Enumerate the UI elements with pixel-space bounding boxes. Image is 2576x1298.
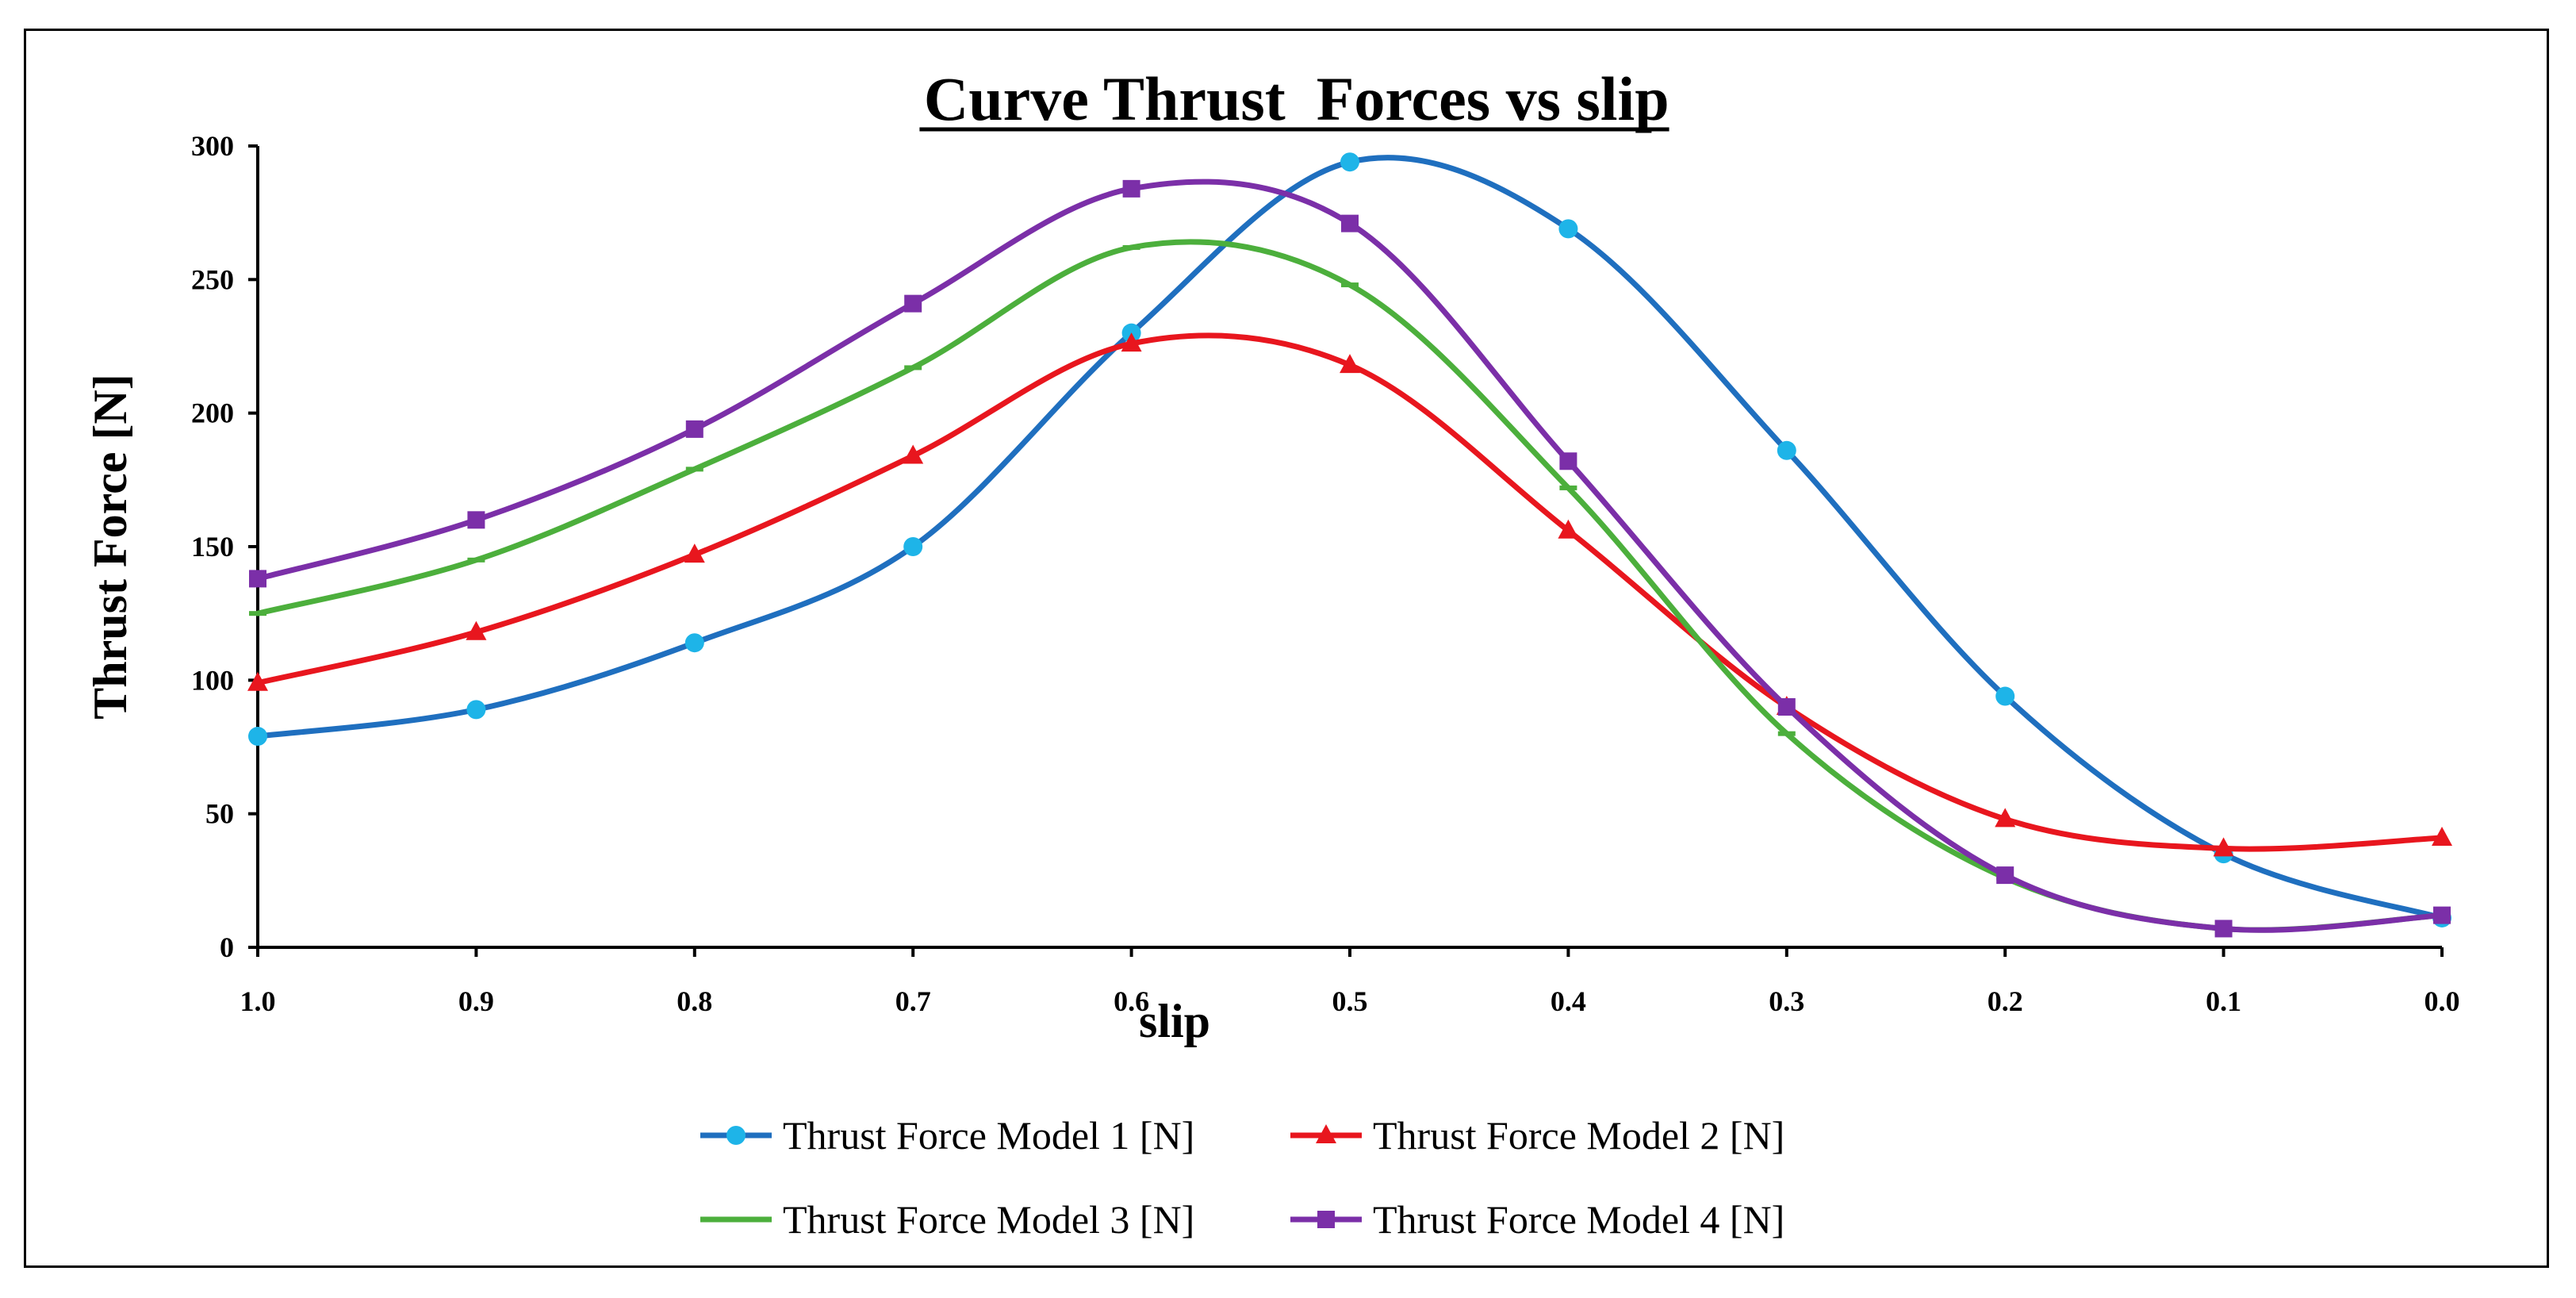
series-2 <box>247 332 2452 857</box>
axes <box>256 146 2442 949</box>
series-2-point <box>1995 808 2016 828</box>
y-tick-label: 0 <box>220 931 234 963</box>
series-4-point <box>2433 906 2451 924</box>
thrust-force-chart: Curve Thrust Forces vs slip 0 50 100 150 200… <box>84 64 2460 1242</box>
series-1-point <box>1777 440 1796 460</box>
x-tick-label: 0.7 <box>895 985 931 1017</box>
x-tick-label: 0.8 <box>677 985 712 1017</box>
x-tick-label: 0.4 <box>1551 985 1586 1017</box>
series-3-point <box>685 467 703 472</box>
y-tick-label: 100 <box>191 664 234 696</box>
series-2-point <box>684 543 705 563</box>
series-3-point <box>1341 282 1359 288</box>
series-4-line <box>255 179 2445 933</box>
series-2-point <box>1558 519 1579 539</box>
series-4-point <box>1559 452 1577 470</box>
chart-title: Curve Thrust Forces vs slip <box>908 64 1669 133</box>
x-tick-label: 0.9 <box>458 985 494 1017</box>
x-tick-label: 0.2 <box>1988 985 2023 1017</box>
legend-swatch-marker <box>726 1126 746 1145</box>
series-2-point <box>466 620 487 640</box>
y-ticks: 0 50 100 150 200 250 300 <box>191 130 258 963</box>
series-4-point <box>1777 698 1796 716</box>
x-tick-label: 1.0 <box>240 985 276 1017</box>
series-4-point <box>2214 920 2233 938</box>
y-axis-title: Thrust Force [N] <box>84 374 136 719</box>
x-axis-title: slip <box>1139 995 1210 1047</box>
legend-swatch-marker <box>727 1217 745 1222</box>
legend-swatch-marker <box>1316 1124 1336 1143</box>
series-3-point <box>904 365 922 371</box>
x-tick-label: 0.1 <box>2206 985 2241 1017</box>
x-tick-label: 0.0 <box>2425 985 2460 1017</box>
series-layer <box>247 152 2452 938</box>
legend-item: Thrust Force Model 1 [N] <box>700 1113 1194 1158</box>
x-tick-label: 0.3 <box>1769 985 1804 1017</box>
legend-label: Thrust Force Model 1 [N] <box>783 1113 1194 1158</box>
series-2-point <box>903 444 924 464</box>
series-2-line <box>255 332 2445 852</box>
series-4-point <box>1996 866 2014 885</box>
x-ticks: 1.0 0.9 0.8 0.7 0.6 0.5 0.4 0.3 0.2 0.1 0.0 <box>240 947 2460 1017</box>
series-4-point <box>467 511 485 529</box>
series-4-point <box>904 294 922 313</box>
legend-swatch-marker <box>1317 1211 1335 1228</box>
legend-item: Thrust Force Model 2 [N] <box>1290 1113 1784 1158</box>
y-tick-label: 200 <box>191 397 234 429</box>
legend-item: Thrust Force Model 3 [N] <box>700 1197 1194 1242</box>
series-1-point <box>684 633 704 653</box>
series-1-point <box>1995 686 2015 706</box>
series-2-point <box>1340 354 1360 374</box>
series-2-point <box>2213 837 2234 857</box>
chart-title-group: Curve Thrust Forces vs slip <box>908 64 1669 133</box>
legend: Thrust Force Model 1 [N] Thrust Force Mod… <box>700 1113 1784 1242</box>
y-tick-label: 250 <box>191 263 234 295</box>
series-3-point <box>467 557 485 563</box>
series-3-point <box>1559 485 1577 490</box>
series-1-point <box>1340 152 1359 172</box>
series-1 <box>248 152 2451 927</box>
legend-label: Thrust Force Model 2 [N] <box>1373 1113 1784 1158</box>
legend-label: Thrust Force Model 4 [N] <box>1373 1197 1784 1242</box>
series-1-line <box>255 155 2445 921</box>
series-2-point <box>1121 332 1142 352</box>
series-3 <box>249 239 2451 933</box>
x-tick-label: 0.6 <box>1114 985 1149 1017</box>
series-4-point <box>1122 179 1140 198</box>
series-3-line <box>255 239 2445 933</box>
series-2-point <box>247 671 268 691</box>
chart-frame: Curve Thrust Forces vs slip 0 50 100 150 200… <box>24 29 2549 1268</box>
series-3-point <box>1122 244 1140 250</box>
series-1-point <box>903 537 923 556</box>
y-tick-label: 150 <box>191 531 234 563</box>
series-4-point <box>1341 214 1359 232</box>
series-2-point <box>2432 826 2452 846</box>
series-1-point <box>248 727 267 747</box>
x-tick-label: 0.5 <box>1332 985 1368 1017</box>
legend-item: Thrust Force Model 4 [N] <box>1290 1197 1784 1242</box>
series-1-point <box>1558 219 1578 239</box>
series-4 <box>249 179 2451 938</box>
series-3-point <box>1777 731 1796 736</box>
y-tick-label: 300 <box>191 130 234 162</box>
series-4-point <box>249 570 266 588</box>
y-tick-label: 50 <box>205 798 234 830</box>
series-3-point <box>249 611 266 616</box>
series-4-point <box>685 420 703 438</box>
legend-label: Thrust Force Model 3 [N] <box>783 1197 1194 1242</box>
series-1-point <box>466 700 486 720</box>
